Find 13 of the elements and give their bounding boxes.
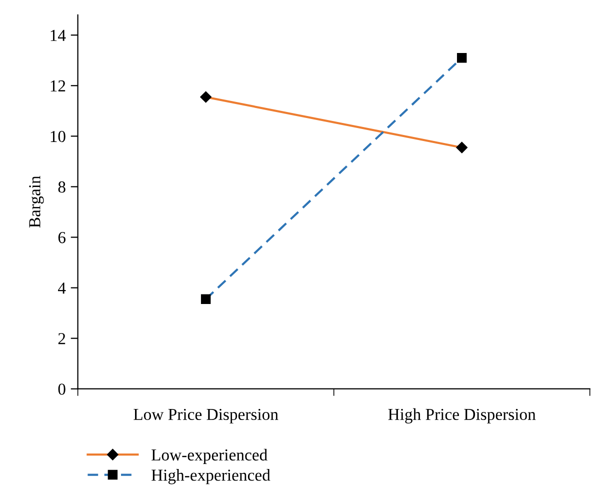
y-tick-label: 2 <box>58 333 66 344</box>
y-tick-label: 6 <box>58 232 66 244</box>
x-tick-label: High Price Dispersion <box>388 408 536 424</box>
y-tick-label: 10 <box>50 130 66 142</box>
legend-label: High-experienced <box>152 469 270 484</box>
y-tick-label: 0 <box>58 384 66 395</box>
y-tick-label: 12 <box>50 80 66 92</box>
x-tick-label: Low Price Dispersion <box>134 408 278 424</box>
y-tick-label: 4 <box>58 282 66 294</box>
y-tick-label: 8 <box>58 181 66 193</box>
y-tick-label: 14 <box>50 30 66 41</box>
y-axis-title: Bargain <box>29 176 44 228</box>
legend-label: Low-experienced <box>152 448 268 464</box>
